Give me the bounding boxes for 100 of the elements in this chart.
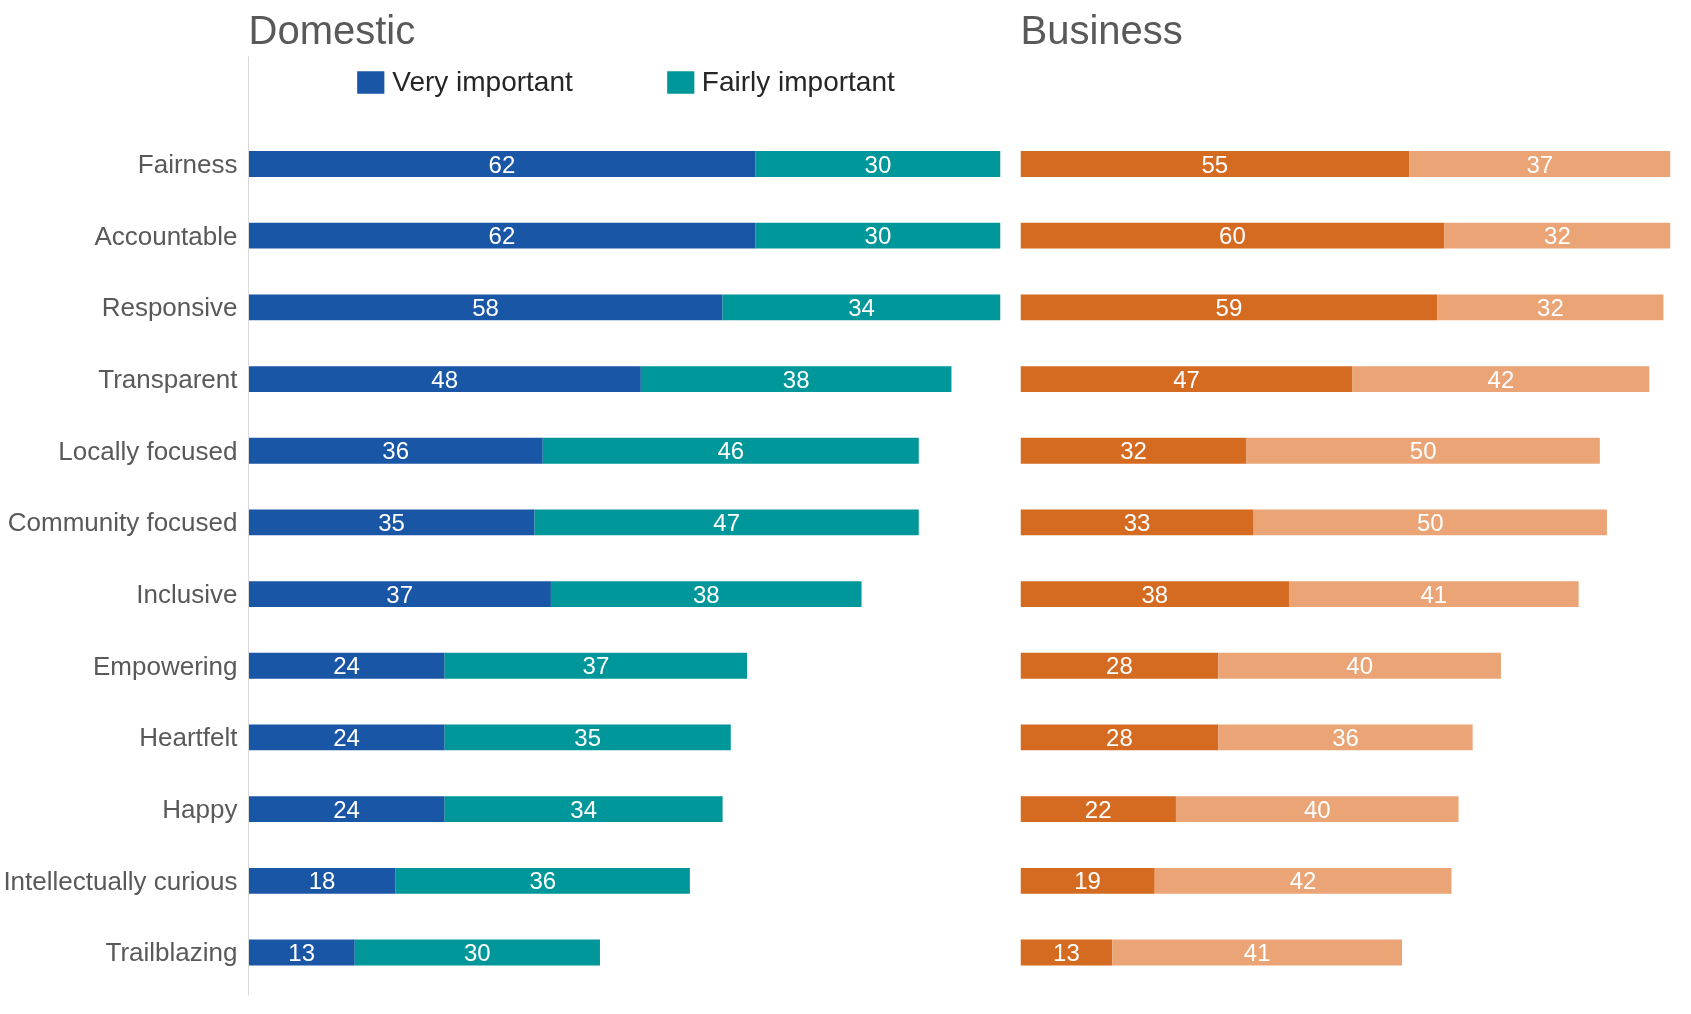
data-label: 37	[1526, 150, 1554, 178]
bar	[550, 581, 862, 607]
y-tick-label: Intellectually curious	[3, 865, 238, 896]
data-label: 18	[308, 867, 336, 895]
data-label: 13	[288, 938, 315, 966]
y-tick-label: Locally focused	[58, 435, 238, 466]
data-label: 34	[570, 795, 597, 823]
bar	[248, 437, 543, 464]
y-tick-label: Community focused	[7, 507, 238, 538]
data-label: 34	[848, 293, 875, 321]
data-label: 32	[1537, 293, 1564, 321]
bar	[444, 724, 731, 751]
data-label: 62	[488, 150, 516, 178]
y-tick-label: Happy	[162, 794, 238, 825]
y-tick-label: Inclusive	[136, 579, 238, 610]
legend-label: Very important	[392, 66, 573, 98]
bar	[1437, 294, 1664, 321]
bar	[755, 151, 1001, 177]
data-label: 36	[1332, 723, 1359, 751]
data-label: 30	[864, 150, 892, 178]
y-tick-label: Fairness	[137, 149, 238, 180]
y-tick-label: Transparent	[98, 364, 239, 395]
data-label: 36	[382, 437, 409, 465]
data-label: 58	[472, 293, 499, 321]
bar	[1020, 366, 1353, 392]
data-label: 41	[1243, 938, 1271, 966]
data-label: 28	[1106, 652, 1133, 680]
y-tick-label: Responsive	[101, 292, 238, 323]
data-label: 59	[1215, 293, 1243, 321]
data-label: 42	[1289, 867, 1317, 895]
bar	[1175, 796, 1459, 823]
bar	[1020, 294, 1438, 321]
bar	[1020, 222, 1445, 249]
bar	[1020, 724, 1219, 751]
data-label: 47	[713, 508, 741, 536]
data-label: 30	[864, 222, 892, 250]
bar	[1020, 867, 1155, 894]
data-label: 55	[1201, 150, 1229, 178]
bar	[1020, 437, 1247, 464]
bar	[1288, 581, 1579, 607]
bar	[1020, 652, 1219, 679]
bar	[248, 366, 641, 392]
data-label: 37	[386, 580, 414, 608]
bar	[542, 437, 919, 464]
bar	[1218, 724, 1473, 751]
bar	[1154, 867, 1452, 894]
data-label: 19	[1074, 867, 1101, 895]
y-tick-label: Accountable	[94, 220, 238, 251]
bar	[1218, 652, 1501, 679]
bar	[640, 366, 952, 392]
bar	[248, 796, 445, 823]
data-label: 46	[717, 437, 745, 465]
data-label: 41	[1420, 580, 1448, 608]
bar	[248, 724, 445, 751]
bar	[1444, 222, 1671, 249]
data-label: 40	[1303, 795, 1331, 823]
data-label: 24	[333, 795, 360, 823]
bar	[444, 652, 748, 679]
data-label: 36	[529, 867, 557, 895]
data-label: 37	[582, 652, 610, 680]
legend-label: Fairly important	[701, 66, 895, 98]
data-label: 24	[333, 723, 360, 751]
y-tick-label: Empowering	[92, 650, 238, 681]
data-label: 42	[1487, 365, 1515, 393]
chart-title: Domestic	[248, 7, 416, 52]
data-label: 35	[574, 723, 602, 751]
data-label: 38	[1141, 580, 1169, 608]
data-label: 48	[431, 365, 459, 393]
data-label: 32	[1120, 437, 1147, 465]
bar	[1020, 509, 1254, 536]
bar	[248, 867, 396, 894]
bar	[248, 294, 723, 321]
bar	[1020, 581, 1289, 607]
data-label: 32	[1544, 222, 1571, 250]
bar	[248, 222, 756, 249]
data-label: 47	[1173, 365, 1200, 393]
bar	[1020, 151, 1410, 177]
bar	[1253, 509, 1607, 536]
bar	[248, 652, 445, 679]
y-tick-label: Trailblazing	[105, 937, 238, 968]
data-label: 28	[1106, 723, 1133, 751]
data-label: 62	[488, 222, 516, 250]
data-label: 38	[692, 580, 720, 608]
bar	[248, 939, 355, 966]
bar	[755, 222, 1001, 249]
bar	[248, 151, 756, 177]
data-label: 30	[464, 938, 491, 966]
y-tick-label: Heartfelt	[139, 722, 239, 753]
chart-title: Business	[1020, 7, 1183, 52]
data-label: 40	[1346, 652, 1373, 680]
data-label: 33	[1123, 508, 1151, 536]
bar	[722, 294, 1001, 321]
bar	[444, 796, 723, 823]
data-label: 50	[1409, 437, 1437, 465]
bar	[1246, 437, 1600, 464]
data-label: 22	[1084, 795, 1112, 823]
data-label: 35	[378, 508, 405, 536]
data-label: 60	[1219, 222, 1246, 250]
data-label: 38	[782, 365, 810, 393]
data-label: 13	[1053, 938, 1080, 966]
